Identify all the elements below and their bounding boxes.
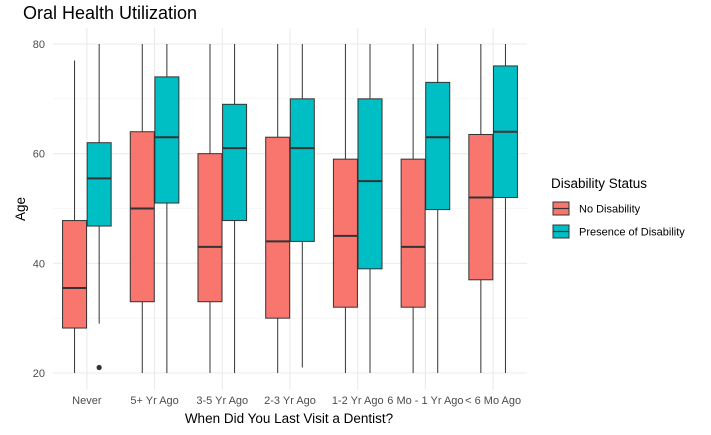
boxplot-no-disability: [197, 44, 223, 373]
boxplot-no-disability: [468, 44, 494, 373]
x-tick-label: Never: [72, 395, 102, 407]
box: [468, 133, 494, 281]
x-axis-title: When Did You Last Visit a Dentist?: [185, 411, 393, 426]
boxplot-disability: [86, 44, 112, 371]
boxplot-no-disability: [332, 44, 358, 373]
boxplots: [62, 44, 518, 373]
boxplot-disability: [289, 44, 315, 368]
x-tick-label: 6 Mo - 1 Yr Ago: [387, 395, 463, 407]
box: [197, 153, 223, 303]
boxplot-no-disability: [265, 44, 291, 373]
box: [222, 103, 248, 222]
boxplot-no-disability: [62, 60, 88, 373]
box: [129, 131, 155, 303]
outlier-point: [96, 364, 102, 371]
legend-label: No Disability: [579, 204, 641, 216]
boxplot-no-disability: [129, 44, 155, 373]
box: [86, 142, 112, 227]
x-tick-label: 5+ Yr Ago: [130, 395, 178, 407]
boxplot-disability: [357, 44, 383, 373]
chart-title: Oral Health Utilization: [23, 3, 197, 23]
box: [62, 220, 88, 329]
x-tick-label: 1-2 Yr Ago: [332, 395, 384, 407]
y-tick-label: 40: [33, 258, 45, 270]
boxplot-disability: [492, 44, 518, 373]
boxplot-disability: [222, 44, 248, 373]
x-tick-label: < 6 Mo Ago: [465, 395, 521, 407]
y-tick-label: 20: [33, 368, 45, 380]
legend: Disability Status No Disability Presence …: [551, 176, 685, 239]
box: [357, 98, 383, 270]
y-tick-label: 60: [33, 149, 45, 161]
box: [154, 76, 180, 204]
x-tick-label: 2-3 Yr Ago: [264, 395, 316, 407]
boxplot-disability: [154, 44, 180, 373]
x-tick-label: 3-5 Yr Ago: [196, 395, 248, 407]
y-axis-title: Age: [13, 197, 28, 221]
legend-item: No Disability: [551, 201, 641, 216]
box: [265, 136, 291, 319]
box: [332, 158, 358, 308]
axes: 20 40 60 80 Never 5+ Yr Ago 3-5 Yr Ago 2-3 Yr A…: [33, 39, 521, 407]
box: [400, 158, 426, 308]
box: [289, 98, 315, 242]
y-tick-label: 80: [33, 39, 45, 51]
legend-item: Presence of Disability: [551, 224, 685, 239]
boxplot-disability: [425, 44, 451, 373]
legend-label: Presence of Disability: [579, 227, 685, 239]
box: [425, 81, 451, 211]
boxplot-no-disability: [400, 44, 426, 373]
legend-title: Disability Status: [551, 176, 647, 191]
